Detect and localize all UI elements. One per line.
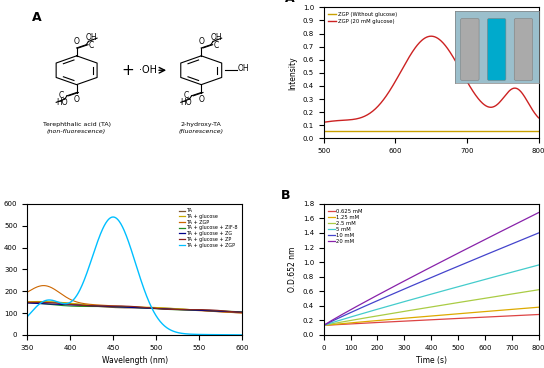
Text: C: C (89, 41, 94, 50)
Text: OH: OH (211, 33, 222, 42)
Text: A: A (285, 0, 295, 5)
Text: (fluorescence): (fluorescence) (178, 129, 224, 134)
Text: HO: HO (56, 99, 67, 107)
Text: C: C (59, 91, 64, 100)
Text: O: O (199, 37, 204, 46)
X-axis label: Time (s): Time (s) (416, 356, 447, 365)
Text: Terephthalic acid (TA): Terephthalic acid (TA) (42, 122, 110, 127)
Text: O: O (73, 95, 79, 103)
Text: 2-hydroxy-TA: 2-hydroxy-TA (181, 122, 221, 127)
Text: +: + (122, 63, 134, 78)
Text: B: B (281, 189, 290, 202)
Text: C: C (214, 41, 219, 50)
Text: A: A (32, 11, 41, 24)
Text: ·OH: ·OH (139, 65, 157, 75)
Text: O: O (199, 95, 204, 103)
Text: HO: HO (181, 99, 192, 107)
Text: O: O (73, 37, 79, 46)
Legend: 0.625 mM, 1.25 mM, 2.5 mM, 5 mM, 10 mM, 20 mM: 0.625 mM, 1.25 mM, 2.5 mM, 5 mM, 10 mM, … (326, 206, 365, 246)
Text: OH: OH (237, 64, 249, 73)
Text: (non-fluorescence): (non-fluorescence) (47, 129, 106, 134)
Legend: ZGP (Without glucose), ZGP (20 mM glucose): ZGP (Without glucose), ZGP (20 mM glucos… (326, 10, 399, 26)
Text: C: C (183, 91, 189, 100)
Legend: TA, TA + glucose, TA + ZGP, TA + glucose + ZIF-8, TA + glucose + ZG, TA + glucos: TA, TA + glucose, TA + ZGP, TA + glucose… (177, 206, 239, 250)
Y-axis label: O.D.652 nm: O.D.652 nm (288, 247, 297, 292)
X-axis label: Wavelength (nm): Wavelength (nm) (102, 356, 168, 365)
Y-axis label: Intensity: Intensity (288, 56, 297, 90)
Text: OH: OH (86, 33, 97, 42)
